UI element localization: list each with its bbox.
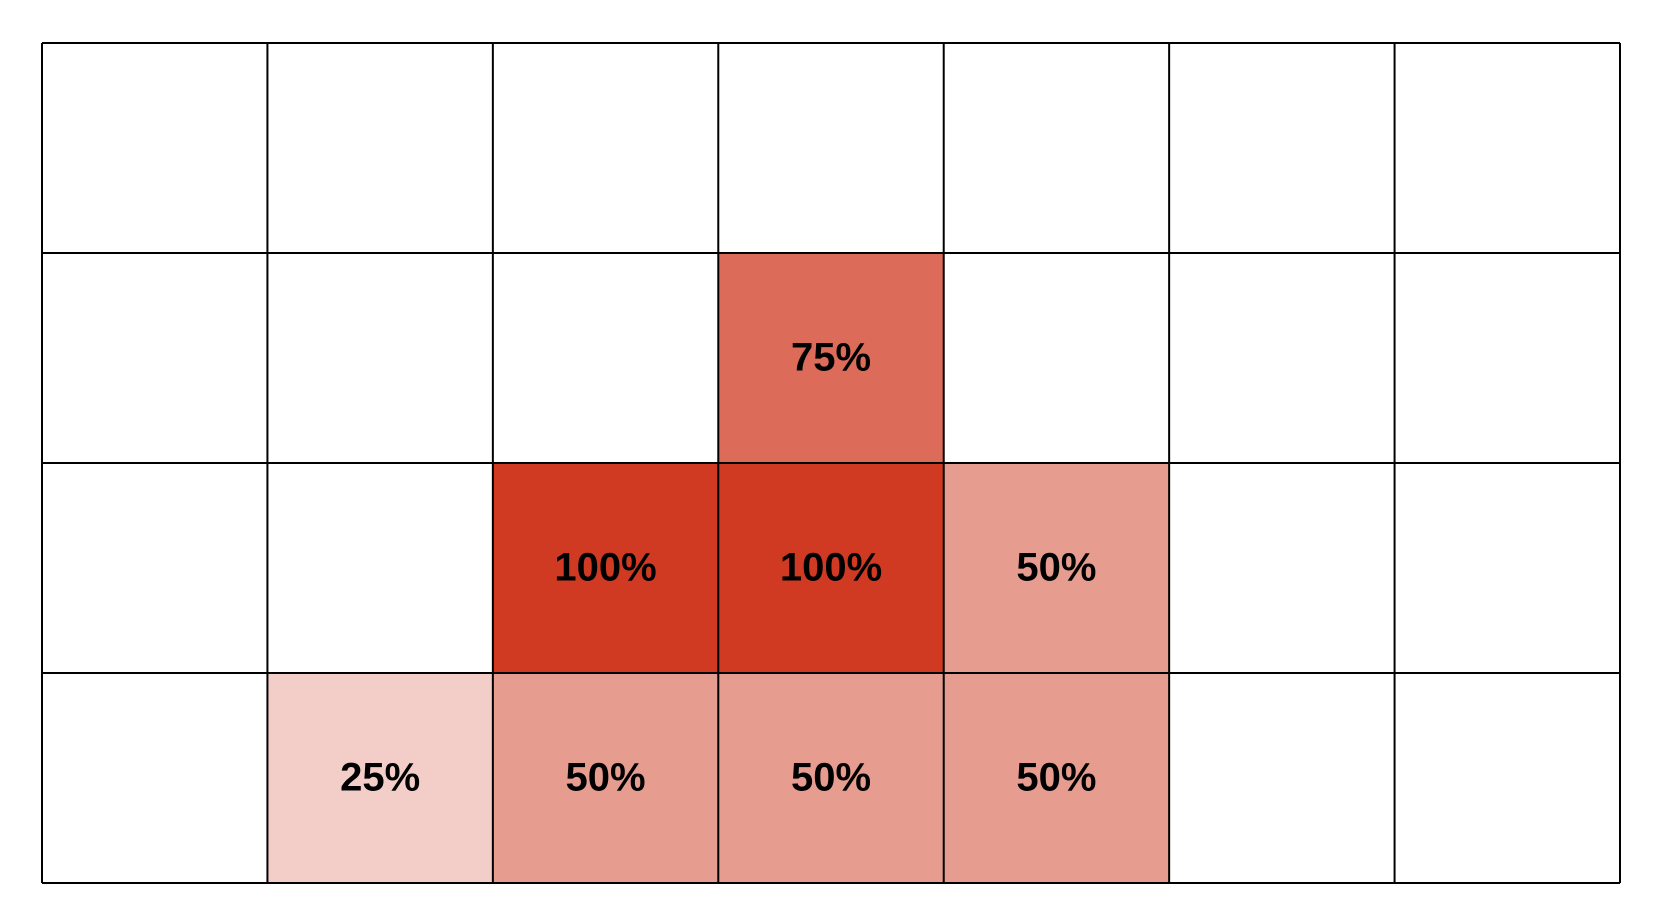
cell-label: 100% bbox=[780, 546, 882, 590]
heat-cell bbox=[943, 673, 1170, 883]
cell-label: 100% bbox=[554, 546, 656, 590]
heat-cell bbox=[718, 463, 944, 673]
cell-label: 75% bbox=[791, 336, 871, 380]
cell-label: 50% bbox=[1016, 546, 1096, 590]
heat-cell bbox=[267, 673, 493, 883]
cell-label: 50% bbox=[1016, 756, 1096, 800]
cell-label: 50% bbox=[791, 756, 871, 800]
heat-cell bbox=[718, 673, 944, 883]
heat-cell bbox=[492, 673, 719, 883]
cell-label: 25% bbox=[340, 756, 420, 800]
cell-label: 50% bbox=[566, 756, 646, 800]
heat-cell bbox=[492, 463, 719, 673]
heat-cell bbox=[718, 253, 944, 463]
heat-cell bbox=[943, 463, 1170, 673]
